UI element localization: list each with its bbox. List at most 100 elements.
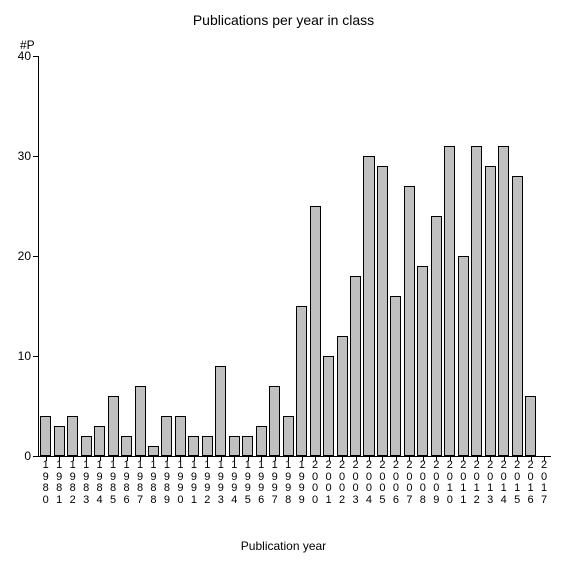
bar <box>269 386 280 456</box>
x-tick-label: 1998 <box>282 456 294 506</box>
bar-slot: 1994 <box>228 56 241 456</box>
x-tick-label: 2016 <box>525 456 537 506</box>
x-tick-label: 1997 <box>269 456 281 506</box>
x-tick-label: 1987 <box>134 456 146 506</box>
x-tick-label: 1999 <box>296 456 308 506</box>
bar <box>94 426 105 456</box>
bar <box>135 386 146 456</box>
x-tick-label: 1985 <box>107 456 119 506</box>
bar-slot: 2014 <box>497 56 510 456</box>
bar-slot: 1999 <box>295 56 308 456</box>
bar-slot: 1984 <box>93 56 106 456</box>
bar <box>404 186 415 456</box>
bar <box>54 426 65 456</box>
x-tick-label: 1992 <box>201 456 213 506</box>
bar <box>67 416 78 456</box>
bar-slot: 2007 <box>403 56 416 456</box>
bar-slot: 2008 <box>416 56 429 456</box>
bar-slot: 1981 <box>52 56 65 456</box>
x-tick-label: 2005 <box>376 456 388 506</box>
x-tick-label: 2004 <box>363 456 375 506</box>
bar-slot: 2010 <box>443 56 456 456</box>
bar <box>350 276 361 456</box>
bar <box>121 436 132 456</box>
bar-slot: 2004 <box>362 56 375 456</box>
x-tick-label: 1981 <box>53 456 65 506</box>
bar <box>485 166 496 456</box>
bar-slot: 1983 <box>79 56 92 456</box>
y-tick <box>33 456 39 457</box>
bar <box>108 396 119 456</box>
bar-slot: 1985 <box>106 56 119 456</box>
bar <box>310 206 321 456</box>
bar <box>81 436 92 456</box>
x-tick-label: 2000 <box>309 456 321 506</box>
x-tick-label: 1996 <box>255 456 267 506</box>
x-tick-label: 1986 <box>121 456 133 506</box>
bar <box>323 356 334 456</box>
bar <box>256 426 267 456</box>
bar <box>417 266 428 456</box>
y-tick <box>33 256 39 257</box>
x-tick-label: 2015 <box>511 456 523 506</box>
bar-slot: 1997 <box>268 56 281 456</box>
bars-group: 1980198119821983198419851986198719881989… <box>39 56 551 456</box>
y-tick <box>33 56 39 57</box>
bar-slot: 2000 <box>308 56 321 456</box>
x-tick-label: 1995 <box>242 456 254 506</box>
x-tick-label: 2009 <box>430 456 442 506</box>
x-tick-label: 1993 <box>215 456 227 506</box>
chart-container: Publications per year in class #P 198019… <box>0 0 567 567</box>
bar <box>390 296 401 456</box>
bar-slot: 1986 <box>120 56 133 456</box>
x-axis-title: Publication year <box>0 539 567 553</box>
bar <box>458 256 469 456</box>
x-tick-label: 2007 <box>403 456 415 506</box>
bar <box>229 436 240 456</box>
bar-slot: 2012 <box>470 56 483 456</box>
bar-slot: 2015 <box>510 56 523 456</box>
bar-slot: 2017 <box>537 56 550 456</box>
bar-slot: 1991 <box>187 56 200 456</box>
y-tick-label: 0 <box>24 449 31 463</box>
bar-slot: 1990 <box>174 56 187 456</box>
bar-slot: 1992 <box>201 56 214 456</box>
x-tick-label: 1989 <box>161 456 173 506</box>
y-tick-label: 10 <box>18 349 31 363</box>
bar <box>40 416 51 456</box>
bar-slot: 2003 <box>349 56 362 456</box>
x-tick-label: 2002 <box>336 456 348 506</box>
bar-slot: 1988 <box>147 56 160 456</box>
y-tick-label: 20 <box>18 249 31 263</box>
bar <box>431 216 442 456</box>
bar <box>363 156 374 456</box>
x-tick-label: 1982 <box>67 456 79 506</box>
x-tick-label: 2017 <box>538 456 550 506</box>
bar-slot: 1995 <box>241 56 254 456</box>
bar-slot: 2002 <box>335 56 348 456</box>
x-tick-label: 2012 <box>471 456 483 506</box>
bar <box>296 306 307 456</box>
x-tick-label: 2013 <box>484 456 496 506</box>
x-tick-label: 1991 <box>188 456 200 506</box>
x-tick-label: 2011 <box>457 456 469 506</box>
bar-slot: 1987 <box>133 56 146 456</box>
bar <box>498 146 509 456</box>
bar <box>161 416 172 456</box>
bar-slot: 2016 <box>524 56 537 456</box>
bar <box>471 146 482 456</box>
bar <box>242 436 253 456</box>
x-tick-label: 1984 <box>94 456 106 506</box>
y-tick-label: 40 <box>18 49 31 63</box>
bar <box>188 436 199 456</box>
bar-slot: 2011 <box>457 56 470 456</box>
bar <box>175 416 186 456</box>
bar-slot: 1998 <box>281 56 294 456</box>
x-tick-label: 2010 <box>444 456 456 506</box>
bar-slot: 1996 <box>255 56 268 456</box>
bar <box>337 336 348 456</box>
bar <box>512 176 523 456</box>
x-tick-label: 2001 <box>323 456 335 506</box>
bar-slot: 2006 <box>389 56 402 456</box>
y-tick-label: 30 <box>18 149 31 163</box>
